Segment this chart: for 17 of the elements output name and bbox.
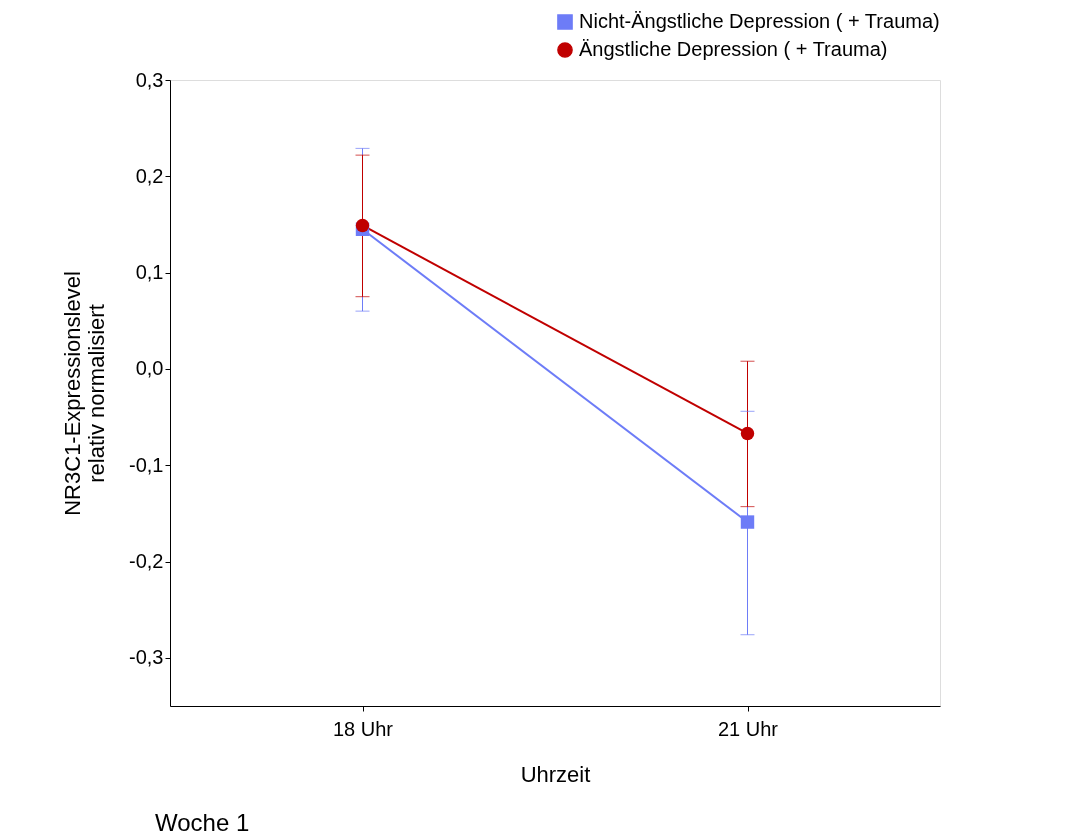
y-tick-label: 0,0: [135, 357, 164, 380]
point: [355, 218, 370, 233]
x-tick-label: 18 Uhr: [332, 717, 394, 740]
y-tick-label: 0,1: [135, 261, 164, 284]
x-axis-title: Uhrzeit: [520, 761, 591, 787]
y-tick-label: -0,2: [129, 550, 164, 573]
text: Woche 1: [155, 809, 250, 836]
y-tick-label: 0,3: [135, 68, 164, 91]
y-tick-label: -0,1: [129, 453, 164, 476]
x-tick-label: 21 Uhr: [717, 717, 779, 740]
point: [740, 426, 755, 441]
y-tick-label: 0,2: [135, 164, 164, 187]
y-tick-label: -0,3: [129, 646, 164, 669]
legend-label: Nicht-Ängstliche Depression ( + Trauma): [579, 10, 940, 32]
y-axis-title: NR3C1-Expressionslevel relativ normalisiert: [60, 271, 110, 516]
point: [740, 515, 755, 529]
legend-label: Ängstliche Depression ( + Trauma): [579, 38, 888, 60]
